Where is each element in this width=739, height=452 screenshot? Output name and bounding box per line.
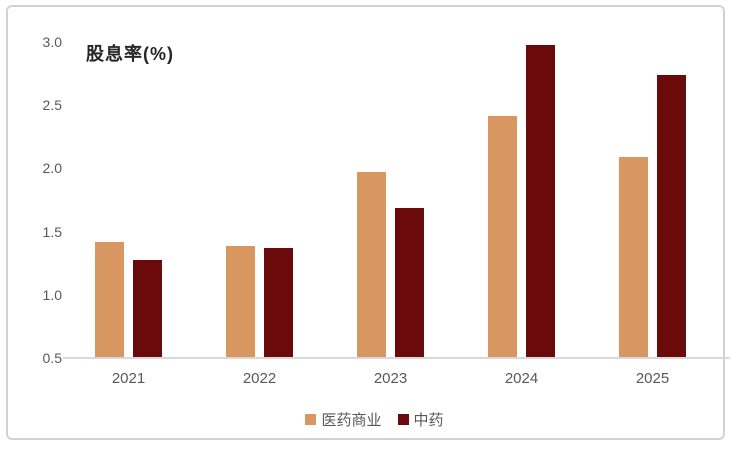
bar-2025-s1 xyxy=(657,75,686,357)
y-axis-tick-label: 0.5 xyxy=(42,350,62,366)
bar-2021-s1 xyxy=(133,260,162,357)
bar-2024-s0 xyxy=(488,116,517,357)
bar-2023-s0 xyxy=(357,172,386,357)
legend: 医药商业 中药 xyxy=(14,409,735,430)
legend-item: 中药 xyxy=(397,409,444,430)
y-axis-tick-label: 1.0 xyxy=(42,286,62,303)
x-axis-tick-label: 2025 xyxy=(635,370,670,387)
y-axis-tick-label: 2.0 xyxy=(42,160,62,177)
bar-2023-s1 xyxy=(395,208,424,357)
chart-card: 股息率(%) 3.0 2.5 2.0 1.5 1.0 0.5 2021 2022 2023 20… xyxy=(6,5,730,440)
x-axis-tick-label: 2022 xyxy=(242,370,277,387)
x-axis-tick-label: 2021 xyxy=(111,370,146,387)
chart-title: 股息率(%) xyxy=(86,44,174,64)
legend-swatch-icon xyxy=(305,414,317,425)
bar-2024-s1 xyxy=(526,45,555,357)
bar-2022-s0 xyxy=(226,246,255,357)
y-axis-tick-label: 3.0 xyxy=(42,34,62,50)
x-axis-line xyxy=(63,357,730,359)
legend-label: 中药 xyxy=(413,412,444,429)
y-axis-tick-label: 1.5 xyxy=(42,223,62,240)
bar-2022-s1 xyxy=(264,248,293,357)
x-axis-tick-label: 2024 xyxy=(504,370,539,387)
legend-swatch-icon xyxy=(397,414,409,425)
y-axis-tick-label: 2.5 xyxy=(42,97,62,114)
x-axis-tick-label: 2023 xyxy=(373,370,408,387)
bar-2021-s0 xyxy=(95,242,124,357)
bar-2025-s0 xyxy=(619,157,648,357)
legend-item: 医药商业 xyxy=(305,409,382,430)
legend-label: 医药商业 xyxy=(321,412,382,429)
